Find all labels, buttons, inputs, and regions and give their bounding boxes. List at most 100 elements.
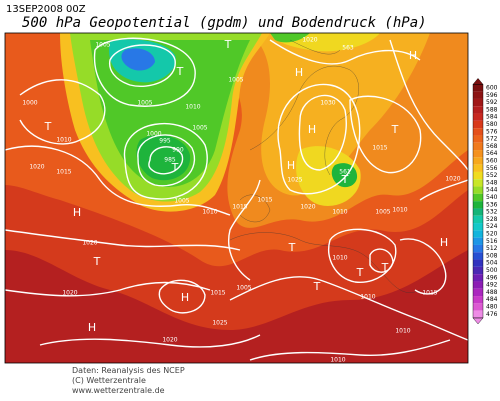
pressure-center: H xyxy=(287,159,295,172)
isobar-label: 1010 xyxy=(330,357,345,364)
pressure-center: H xyxy=(308,123,316,136)
colorbar-label: 476 xyxy=(486,311,498,318)
footer-line: www.wetterzentrale.de xyxy=(72,386,165,395)
isobar-label: 1005 xyxy=(375,209,390,216)
colorbar-label: 504 xyxy=(486,260,498,267)
colorbar-swatch xyxy=(473,237,483,245)
colorbar-label: 600 xyxy=(486,85,498,92)
colorbar-swatch xyxy=(473,135,483,143)
isobar-label: 1010 xyxy=(185,104,200,111)
colorbar-label: 580 xyxy=(486,121,498,128)
colorbar-label: 540 xyxy=(486,194,498,201)
isobar-label: 1010 xyxy=(392,207,407,214)
field-band xyxy=(250,33,430,196)
colorbar-label: 588 xyxy=(486,106,498,113)
colorbar-label: 536 xyxy=(486,201,498,208)
colorbar-label: 508 xyxy=(486,252,498,259)
isobar-label: 1005 xyxy=(137,100,152,107)
colorbar-label: 596 xyxy=(486,92,498,99)
colorbar-label: 568 xyxy=(486,143,498,150)
colorbar-label: 520 xyxy=(486,231,498,238)
isobar-label: 1005 xyxy=(236,285,251,292)
colorbar-swatch xyxy=(473,164,483,172)
colorbar-label: 484 xyxy=(486,296,498,303)
isobar-label: 1010 xyxy=(332,209,347,216)
pressure-center: T xyxy=(313,280,321,293)
isobar-label: 1020 xyxy=(300,204,315,211)
colorbar-label: 548 xyxy=(486,179,498,186)
isobar-label: 1005 xyxy=(228,77,243,84)
isobar-label: 1005 xyxy=(174,198,189,205)
isobar-label: 1030 xyxy=(320,100,335,107)
colorbar-label: 572 xyxy=(486,136,498,143)
isobar-label: 1015 xyxy=(232,204,247,211)
colorbar-swatch xyxy=(473,120,483,129)
isobar-label: 1015 xyxy=(210,290,225,297)
isobar-label: 1015 xyxy=(257,197,272,204)
field-band xyxy=(296,146,361,206)
colorbar-cap xyxy=(472,317,484,325)
colorbar-swatch xyxy=(473,208,483,216)
isobar-label: 1015 xyxy=(56,169,71,176)
colorbar-swatch xyxy=(473,223,483,231)
colorbar-label: 524 xyxy=(486,223,498,230)
pressure-center: T xyxy=(93,255,101,268)
colorbar-swatch xyxy=(473,179,483,187)
isobar-label: 995 xyxy=(159,138,171,145)
colorbar-swatch xyxy=(473,193,483,202)
isobar-label: 1025 xyxy=(287,177,302,184)
colorbar-label: 592 xyxy=(486,99,498,106)
colorbar-label: 576 xyxy=(486,128,498,135)
isobar-label: 1015 xyxy=(422,290,437,297)
colorbar-swatch xyxy=(473,296,483,304)
colorbar-label: 512 xyxy=(486,245,498,252)
pressure-center: T xyxy=(391,123,399,136)
colorbar-label: 584 xyxy=(486,114,498,121)
colorbar-swatch xyxy=(473,230,483,238)
isobar-label: 1005 xyxy=(192,125,207,132)
isobar-label: 1020 xyxy=(62,290,77,297)
pressure-center: H xyxy=(181,291,189,304)
pressure-center: T xyxy=(224,38,232,51)
pressure-center: T xyxy=(171,161,179,174)
coastline xyxy=(229,39,421,293)
colorbar-swatch xyxy=(473,281,483,289)
title: 500 hPa Geopotential (gpdm) und Bodendru… xyxy=(22,15,427,31)
pressure-center: T xyxy=(356,266,364,279)
colorbar-swatch xyxy=(473,274,483,282)
colorbar-label: 496 xyxy=(486,274,498,281)
colorbar-swatch xyxy=(473,201,483,209)
isobar-label: 561 xyxy=(339,169,351,176)
colorbar-label: 516 xyxy=(486,238,498,245)
colorbar-swatch xyxy=(473,106,483,114)
colorbar-label: 492 xyxy=(486,282,498,289)
colorbar-label: 552 xyxy=(486,172,498,179)
colorbar-label: 532 xyxy=(486,209,498,216)
colorbar-label: 544 xyxy=(486,187,498,194)
colorbar-swatch xyxy=(473,215,483,224)
colorbar: 6005965925885845805765725685645605565525… xyxy=(472,78,498,325)
pressure-center: T xyxy=(288,241,296,254)
colorbar-label: 556 xyxy=(486,165,498,172)
isobar-label: 1020 xyxy=(302,37,317,44)
colorbar-swatch xyxy=(473,266,483,275)
colorbar-swatch xyxy=(473,84,483,92)
isobar-label: 1010 xyxy=(332,255,347,262)
isobar-label: 1005 xyxy=(95,42,110,49)
colorbar-swatch xyxy=(473,252,483,260)
colorbar-swatch xyxy=(473,303,483,311)
isobar-label: 985 xyxy=(164,157,176,164)
colorbar-swatch xyxy=(473,98,483,107)
pressure-center: H xyxy=(73,206,81,219)
colorbar-swatch xyxy=(473,288,483,297)
isobar-label: 1020 xyxy=(445,176,460,183)
pressure-center: T xyxy=(44,120,52,133)
isobar-label: 1000 xyxy=(146,131,161,138)
isobars xyxy=(5,37,468,361)
colorbar-swatch xyxy=(473,186,483,194)
colorbar-swatch xyxy=(473,244,483,253)
isobar-label: 1010 xyxy=(56,137,71,144)
